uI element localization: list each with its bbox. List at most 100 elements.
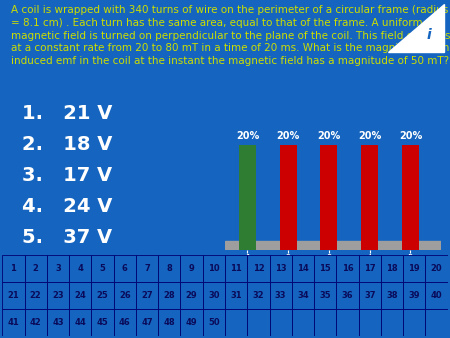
Bar xyxy=(202,282,225,309)
Bar xyxy=(239,145,256,250)
Bar xyxy=(426,282,448,309)
Text: 48: 48 xyxy=(163,318,175,327)
Text: A coil is wrapped with 340 turns of wire on the perimeter of a circular frame (r: A coil is wrapped with 340 turns of wire… xyxy=(11,5,450,66)
Bar xyxy=(270,255,292,282)
Bar xyxy=(403,255,426,282)
Text: 3.   17 V: 3. 17 V xyxy=(22,166,112,185)
Bar xyxy=(270,282,292,309)
Bar xyxy=(47,309,69,336)
Bar xyxy=(292,255,314,282)
Text: 27: 27 xyxy=(141,291,153,300)
Bar xyxy=(113,282,136,309)
Bar xyxy=(225,309,248,336)
Text: 42: 42 xyxy=(30,318,41,327)
Text: 38: 38 xyxy=(386,291,398,300)
Text: 2.   18 V: 2. 18 V xyxy=(22,135,112,154)
Bar xyxy=(314,282,337,309)
Text: 20%: 20% xyxy=(358,131,381,141)
Bar xyxy=(314,309,337,336)
Text: 19: 19 xyxy=(409,264,420,273)
Bar xyxy=(69,309,91,336)
Bar xyxy=(2,282,25,309)
Bar xyxy=(136,255,158,282)
Bar xyxy=(91,255,113,282)
Bar xyxy=(25,309,47,336)
Text: 21: 21 xyxy=(8,291,19,300)
Text: 34: 34 xyxy=(297,291,309,300)
Text: 7: 7 xyxy=(144,264,150,273)
Polygon shape xyxy=(388,4,444,51)
Bar xyxy=(359,255,381,282)
Bar xyxy=(270,309,292,336)
Bar xyxy=(314,255,337,282)
Text: 29: 29 xyxy=(186,291,198,300)
Text: 2: 2 xyxy=(33,264,39,273)
Text: 25: 25 xyxy=(97,291,108,300)
Text: 20%: 20% xyxy=(277,131,300,141)
Bar xyxy=(69,255,91,282)
Text: 9: 9 xyxy=(189,264,194,273)
Text: 22: 22 xyxy=(30,291,41,300)
Bar xyxy=(279,145,297,250)
Bar xyxy=(426,309,448,336)
Text: 11: 11 xyxy=(230,264,242,273)
Text: 47: 47 xyxy=(141,318,153,327)
Bar xyxy=(158,309,180,336)
Bar xyxy=(320,145,338,250)
Text: 20%: 20% xyxy=(399,131,422,141)
Text: 35: 35 xyxy=(320,291,331,300)
Text: 46: 46 xyxy=(119,318,130,327)
Bar xyxy=(180,282,203,309)
Text: 1.   21 V: 1. 21 V xyxy=(22,104,112,123)
Bar xyxy=(202,309,225,336)
Bar xyxy=(158,282,180,309)
Text: 15: 15 xyxy=(320,264,331,273)
Text: 20%: 20% xyxy=(236,131,259,141)
Text: 31: 31 xyxy=(230,291,242,300)
Bar xyxy=(91,309,113,336)
Bar xyxy=(337,255,359,282)
Bar xyxy=(426,255,448,282)
Bar xyxy=(402,145,419,250)
Text: 26: 26 xyxy=(119,291,130,300)
Text: 5.   37 V: 5. 37 V xyxy=(22,228,112,247)
Text: 43: 43 xyxy=(52,318,64,327)
Bar xyxy=(292,309,314,336)
Text: 10: 10 xyxy=(208,264,220,273)
Bar xyxy=(381,309,403,336)
Bar xyxy=(403,309,426,336)
Text: 36: 36 xyxy=(342,291,353,300)
Text: 45: 45 xyxy=(97,318,108,327)
Bar xyxy=(337,282,359,309)
Text: 5: 5 xyxy=(99,264,105,273)
Text: 13: 13 xyxy=(275,264,287,273)
Bar xyxy=(113,255,136,282)
Bar xyxy=(136,282,158,309)
Text: 37: 37 xyxy=(364,291,376,300)
Text: 28: 28 xyxy=(163,291,175,300)
Bar xyxy=(381,282,403,309)
Text: 8: 8 xyxy=(166,264,172,273)
Bar xyxy=(47,282,69,309)
Text: 6: 6 xyxy=(122,264,128,273)
Text: 41: 41 xyxy=(8,318,19,327)
Bar xyxy=(225,282,248,309)
Bar xyxy=(113,309,136,336)
Text: 33: 33 xyxy=(275,291,287,300)
Text: 4.   24 V: 4. 24 V xyxy=(22,197,112,216)
Bar xyxy=(180,309,203,336)
Bar xyxy=(2,309,25,336)
Text: 20: 20 xyxy=(431,264,442,273)
Text: 14: 14 xyxy=(297,264,309,273)
Bar xyxy=(25,255,47,282)
Bar xyxy=(248,309,270,336)
Text: 49: 49 xyxy=(186,318,198,327)
Bar xyxy=(248,282,270,309)
Text: 16: 16 xyxy=(342,264,353,273)
Bar xyxy=(225,255,248,282)
Bar xyxy=(47,255,69,282)
Text: 12: 12 xyxy=(252,264,264,273)
Text: 4: 4 xyxy=(77,264,83,273)
Bar xyxy=(359,282,381,309)
Text: i: i xyxy=(426,28,431,42)
